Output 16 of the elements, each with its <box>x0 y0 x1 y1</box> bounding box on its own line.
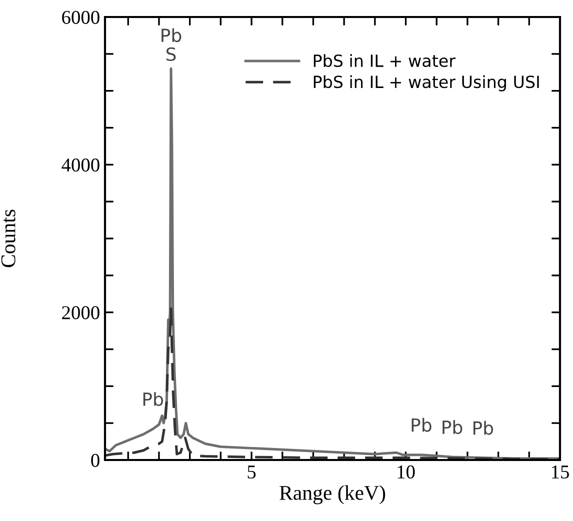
y-tick-label: 6000 <box>62 10 100 24</box>
y-tick-label: 0 <box>91 454 100 467</box>
legend-label: PbS in IL + water <box>314 54 456 68</box>
x-tick-label: 10 <box>398 465 415 479</box>
x-axis-title: Range (keV) <box>280 485 386 504</box>
y-tick-label: 2000 <box>62 306 100 320</box>
annotation: Pb <box>473 420 494 435</box>
annotation: Pb <box>412 418 432 432</box>
annotation: Pb <box>442 420 462 434</box>
legend-label: PbS in IL + water Using USI <box>314 75 539 92</box>
y-tick-label: 4000 <box>62 158 100 172</box>
annotation: Pb <box>143 392 163 406</box>
y-axis-title: Counts <box>1 210 16 268</box>
x-tick-label: 15 <box>552 466 569 479</box>
annotation: Pb S <box>162 28 182 62</box>
x-tick-label: 5 <box>248 466 256 479</box>
